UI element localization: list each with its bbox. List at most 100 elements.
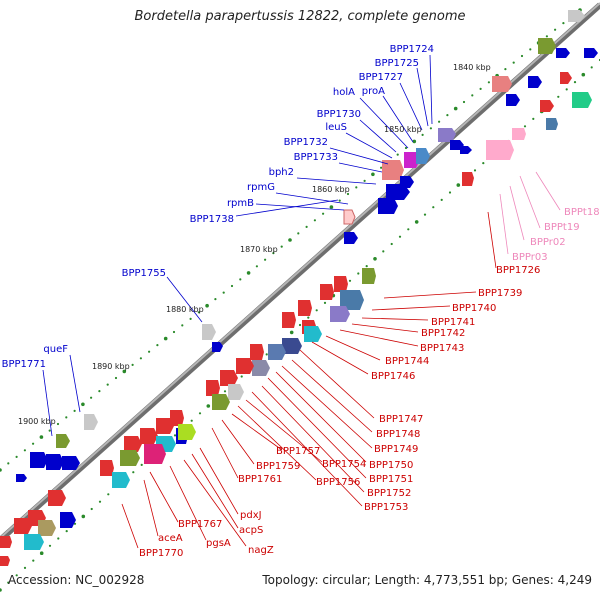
- gene-arrow: [438, 128, 456, 142]
- gene-label: BPP1756: [316, 477, 360, 488]
- gene-arrow: [212, 342, 223, 352]
- tick-dot: [288, 238, 292, 242]
- tick-dot: [173, 434, 177, 437]
- gene-label: BPP1727: [359, 72, 403, 83]
- tick-dot: [545, 35, 549, 38]
- gene-arrow: [506, 94, 520, 106]
- tick-dot: [532, 117, 535, 120]
- gene-arrow: [48, 490, 66, 506]
- tick-dot: [140, 463, 143, 466]
- tick-dot: [482, 162, 485, 165]
- gene-arrow: [546, 118, 558, 130]
- tick-dot: [453, 106, 458, 111]
- tick-dot: [322, 212, 325, 215]
- tick-dot: [479, 87, 482, 90]
- gene-arrow: [560, 72, 572, 84]
- tick-dot: [446, 114, 449, 117]
- gene-arrow: [112, 472, 130, 488]
- tick-dot: [264, 258, 267, 261]
- scale-label: 1860 kbp: [312, 185, 350, 194]
- tick-dot: [48, 544, 52, 547]
- gene-arrow: [492, 76, 512, 92]
- gene-label: BPP1739: [478, 288, 522, 299]
- tick-dot: [473, 169, 477, 172]
- gene-label: BPP1767: [178, 519, 222, 530]
- tick-dot: [557, 95, 560, 98]
- tick-dot: [382, 250, 385, 253]
- tick-dot: [39, 551, 44, 555]
- tick-dot: [357, 272, 360, 275]
- tick-dot: [197, 311, 200, 314]
- gene-arrow: [334, 276, 348, 292]
- tick-dot: [198, 412, 202, 415]
- tick-dot: [65, 416, 68, 419]
- tick-dot: [590, 66, 593, 69]
- gene-arrow: [556, 48, 570, 58]
- tick-dot: [462, 100, 466, 104]
- tick-dot: [398, 235, 402, 238]
- gene-arrow: [140, 428, 158, 444]
- gene-arrow: [252, 360, 270, 376]
- scale-label: 1890 kbp: [92, 362, 130, 371]
- scale-label: 1850 kbp: [384, 125, 422, 134]
- gene-arrow: [416, 148, 430, 164]
- tick-dot: [407, 228, 410, 231]
- gene-arrow: [30, 452, 48, 468]
- tick-dot: [346, 192, 350, 196]
- tick-dot: [189, 317, 192, 320]
- tick-dot: [39, 435, 44, 439]
- gene-arrow: [14, 518, 32, 534]
- topology-text: Topology: circular; Length: 4,773,551 bp…: [262, 573, 592, 587]
- leader-lines: [42, 54, 561, 549]
- gene-arrow: [228, 384, 244, 400]
- gene-arrow: [24, 534, 44, 550]
- tick-dot: [15, 574, 18, 577]
- gene-label: BPPr02: [530, 237, 566, 248]
- gene-labels-rna: BPPt18 BPPt19 BPPr02 BPPr03: [512, 207, 600, 263]
- gene-label: bph2: [269, 167, 294, 178]
- tick-dot: [573, 81, 577, 84]
- tick-dot: [156, 344, 159, 347]
- gene-arrow: [202, 324, 216, 340]
- gene-arrow: [462, 172, 474, 186]
- gene-arrow: [60, 512, 76, 528]
- gene-label: BPP1770: [139, 548, 183, 559]
- tick-dot: [404, 146, 408, 150]
- tick-dot: [65, 530, 68, 533]
- gene-arrow: [386, 184, 410, 200]
- tick-dot: [390, 242, 393, 246]
- tick-dot: [246, 271, 251, 275]
- tick-dot: [73, 409, 76, 412]
- accession-text: Accession: NC_002928: [8, 573, 145, 587]
- tick-dot: [565, 88, 568, 91]
- gene-label: rpmG: [247, 182, 275, 193]
- tick-dot: [280, 245, 283, 248]
- reverse-strand-features: [0, 72, 592, 566]
- gene-arrow: [84, 414, 98, 430]
- tick-dot: [23, 449, 26, 452]
- gene-labels-reverse: BPP1726 BPP1739 BPP1740 BPP1741 BPP1742 …: [139, 265, 540, 559]
- gene-label: leuS: [325, 122, 347, 133]
- forward-strand-features: [16, 10, 598, 528]
- tick-dot: [57, 537, 60, 540]
- gene-label: BPP1753: [364, 502, 408, 513]
- tick-dot: [15, 455, 18, 458]
- gene-arrow: [0, 536, 12, 548]
- gene-label: acpS: [239, 525, 263, 536]
- tick-dot: [81, 514, 86, 519]
- gene-arrow: [304, 326, 322, 342]
- tick-dot: [73, 522, 77, 525]
- tick-dot: [471, 94, 474, 97]
- tick-dot: [148, 350, 151, 353]
- gene-label: BPP1743: [420, 343, 464, 354]
- tick-dot: [432, 206, 435, 209]
- gene-label: BPP1748: [376, 429, 420, 440]
- tick-dot: [163, 336, 168, 341]
- tick-dot: [230, 284, 234, 288]
- gene-label: BPP1725: [375, 58, 419, 69]
- tick-dot: [365, 265, 368, 268]
- tick-dot: [255, 265, 258, 268]
- tick-dot: [172, 330, 176, 334]
- gene-label: holA: [333, 87, 355, 98]
- tick-dot: [297, 232, 300, 235]
